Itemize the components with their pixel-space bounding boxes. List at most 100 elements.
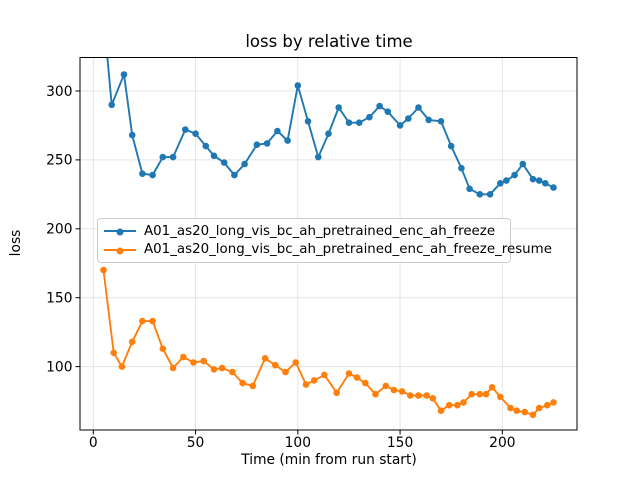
series-0-marker xyxy=(241,160,248,168)
series-1-marker xyxy=(482,390,490,398)
legend-label-1: A01_as20_long_vis_bc_ah_pretrained_enc_a… xyxy=(144,242,552,258)
series-1-marker xyxy=(407,392,414,399)
series-1-marker xyxy=(159,345,167,353)
series-0-marker xyxy=(294,82,302,89)
series-0-marker xyxy=(503,177,510,184)
legend-label-0: A01_as20_long_vis_bc_ah_pretrained_enc_a… xyxy=(144,223,496,239)
legend: A01_as20_long_vis_bc_ah_pretrained_enc_a… xyxy=(97,218,552,263)
series-1-marker xyxy=(544,401,551,409)
series-1-marker xyxy=(249,382,257,390)
y-tick-label: 250 xyxy=(46,153,72,169)
series-1-marker xyxy=(310,377,318,384)
tick-labels: 0 50 100 150 200 100 150 200 250 300 xyxy=(46,84,515,451)
series-1-marker xyxy=(429,395,437,402)
series-0-marker xyxy=(437,118,445,125)
series-1-marker xyxy=(282,368,289,376)
series-0-marker xyxy=(108,101,115,109)
x-tick-label: 100 xyxy=(285,435,311,451)
series-1-marker xyxy=(118,363,126,370)
y-tick-label: 300 xyxy=(46,84,72,100)
series-0-marker xyxy=(128,131,136,139)
y-tick-label: 100 xyxy=(46,359,72,375)
series-0-marker xyxy=(220,159,228,166)
series-0-marker xyxy=(284,137,291,144)
series-1-marker xyxy=(468,390,476,398)
series-0-marker xyxy=(511,171,518,179)
series-1-marker xyxy=(239,379,246,387)
legend-entry-0: A01_as20_long_vis_bc_ah_pretrained_enc_a… xyxy=(98,224,510,239)
series-1-marker xyxy=(149,317,156,325)
series-0-marker xyxy=(396,122,404,129)
series-1-marker xyxy=(180,353,187,361)
series-0-marker xyxy=(169,153,177,161)
series-1-marker xyxy=(550,399,557,406)
series-0-marker xyxy=(263,140,271,147)
series-1-marker xyxy=(345,370,353,377)
y-axis-label: loss xyxy=(8,229,24,257)
series-0-marker xyxy=(335,104,343,111)
x-tick-label: 150 xyxy=(387,435,413,451)
series-1-marker xyxy=(333,389,341,397)
series-1-marker xyxy=(353,374,361,381)
series-1-marker xyxy=(460,399,467,406)
series-1-marker xyxy=(488,384,496,391)
series-0-marker xyxy=(415,104,422,111)
x-axis-label: Time (min from run start) xyxy=(241,452,417,468)
series-1-marker xyxy=(190,359,197,366)
series-0-marker xyxy=(366,113,373,121)
series-0-marker xyxy=(274,127,281,135)
series-1-marker xyxy=(398,388,406,395)
series-0-marker xyxy=(139,170,146,177)
series-1-marker xyxy=(476,390,484,398)
series-0-marker xyxy=(100,12,107,19)
legend-marker-1 xyxy=(116,247,124,255)
x-tick-label: 0 xyxy=(89,435,98,451)
series-0-marker xyxy=(542,180,549,187)
series-0 xyxy=(100,12,557,198)
chart-title: loss by relative time xyxy=(245,32,413,51)
series-1-marker xyxy=(423,392,431,399)
series-0-marker xyxy=(202,142,210,150)
series-0-marker xyxy=(159,153,167,161)
series-0-marker xyxy=(529,175,537,183)
series-1-marker xyxy=(128,338,136,346)
series-1 xyxy=(100,266,557,419)
series-1-marker xyxy=(372,390,379,398)
series-1-marker xyxy=(272,361,279,369)
series-1-marker xyxy=(321,371,328,379)
series-1-marker xyxy=(218,364,226,372)
plot-border xyxy=(79,57,578,431)
series-0-marker xyxy=(550,184,557,191)
series-0-marker xyxy=(458,164,465,172)
series-0-marker xyxy=(253,141,261,148)
series-0-marker xyxy=(304,118,312,125)
series-0-marker xyxy=(149,171,156,179)
y-tick-label: 150 xyxy=(46,291,72,307)
series-1-marker xyxy=(362,379,369,387)
series-1-marker xyxy=(169,364,177,372)
series-1-marker xyxy=(437,407,445,415)
series-0-marker xyxy=(519,160,527,168)
series-1-marker xyxy=(454,401,461,409)
legend-marker-0 xyxy=(116,228,124,236)
legend-entry-1: A01_as20_long_vis_bc_ah_pretrained_enc_a… xyxy=(98,242,552,257)
series-0-marker xyxy=(405,115,412,122)
series-1-marker xyxy=(302,381,310,388)
series-0-marker xyxy=(376,102,383,110)
x-tick-label: 50 xyxy=(187,435,205,451)
series-1-marker xyxy=(529,411,537,419)
series-1-marker xyxy=(292,359,300,366)
series-1-marker xyxy=(200,357,207,365)
series-1-marker xyxy=(497,393,504,401)
series-0-marker xyxy=(466,185,473,193)
series-1-marker xyxy=(535,404,543,412)
y-tick-label: 200 xyxy=(46,222,72,238)
series-1-marker xyxy=(507,404,514,412)
series-1-marker xyxy=(210,366,218,373)
series-0-marker xyxy=(425,116,433,124)
legend-line-sample-1 xyxy=(104,247,136,255)
series-1-marker xyxy=(445,401,453,409)
series-1-marker xyxy=(110,349,117,357)
